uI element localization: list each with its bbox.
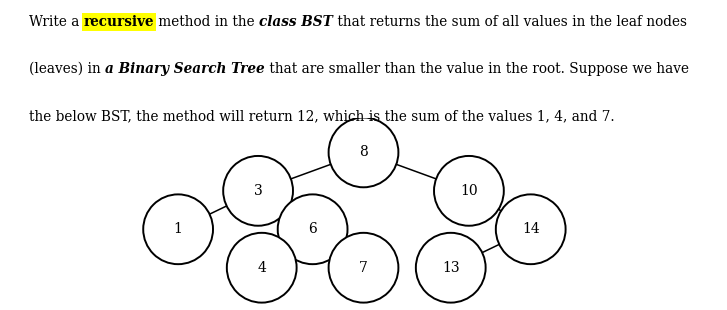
Text: the below BST, the method will return 12, which is the sum of the values 1, 4, a: the below BST, the method will return 12…	[29, 109, 615, 123]
Ellipse shape	[329, 117, 398, 187]
Text: 3: 3	[254, 184, 262, 198]
Ellipse shape	[278, 194, 348, 264]
Ellipse shape	[496, 194, 566, 264]
Ellipse shape	[434, 156, 504, 226]
Ellipse shape	[329, 233, 398, 303]
Text: 6: 6	[308, 222, 317, 236]
Ellipse shape	[143, 194, 213, 264]
Text: that are smaller than the value in the root. Suppose we have: that are smaller than the value in the r…	[265, 62, 688, 76]
Text: (leaves) in: (leaves) in	[29, 62, 105, 76]
Text: 8: 8	[359, 145, 368, 159]
Text: a Binary Search Tree: a Binary Search Tree	[105, 62, 265, 76]
Text: 4: 4	[257, 261, 266, 275]
Ellipse shape	[223, 156, 293, 226]
Text: class BST: class BST	[260, 15, 333, 29]
Text: 13: 13	[442, 261, 459, 275]
Text: 7: 7	[359, 261, 368, 275]
Ellipse shape	[416, 233, 486, 303]
Text: Write a: Write a	[29, 15, 84, 29]
Text: method in the: method in the	[154, 15, 260, 29]
Text: 1: 1	[174, 222, 182, 236]
Text: 14: 14	[522, 222, 539, 236]
Text: 10: 10	[460, 184, 478, 198]
Text: that returns the sum of all values in the leaf nodes: that returns the sum of all values in th…	[333, 15, 687, 29]
Ellipse shape	[227, 233, 297, 303]
Text: recursive: recursive	[84, 15, 154, 29]
